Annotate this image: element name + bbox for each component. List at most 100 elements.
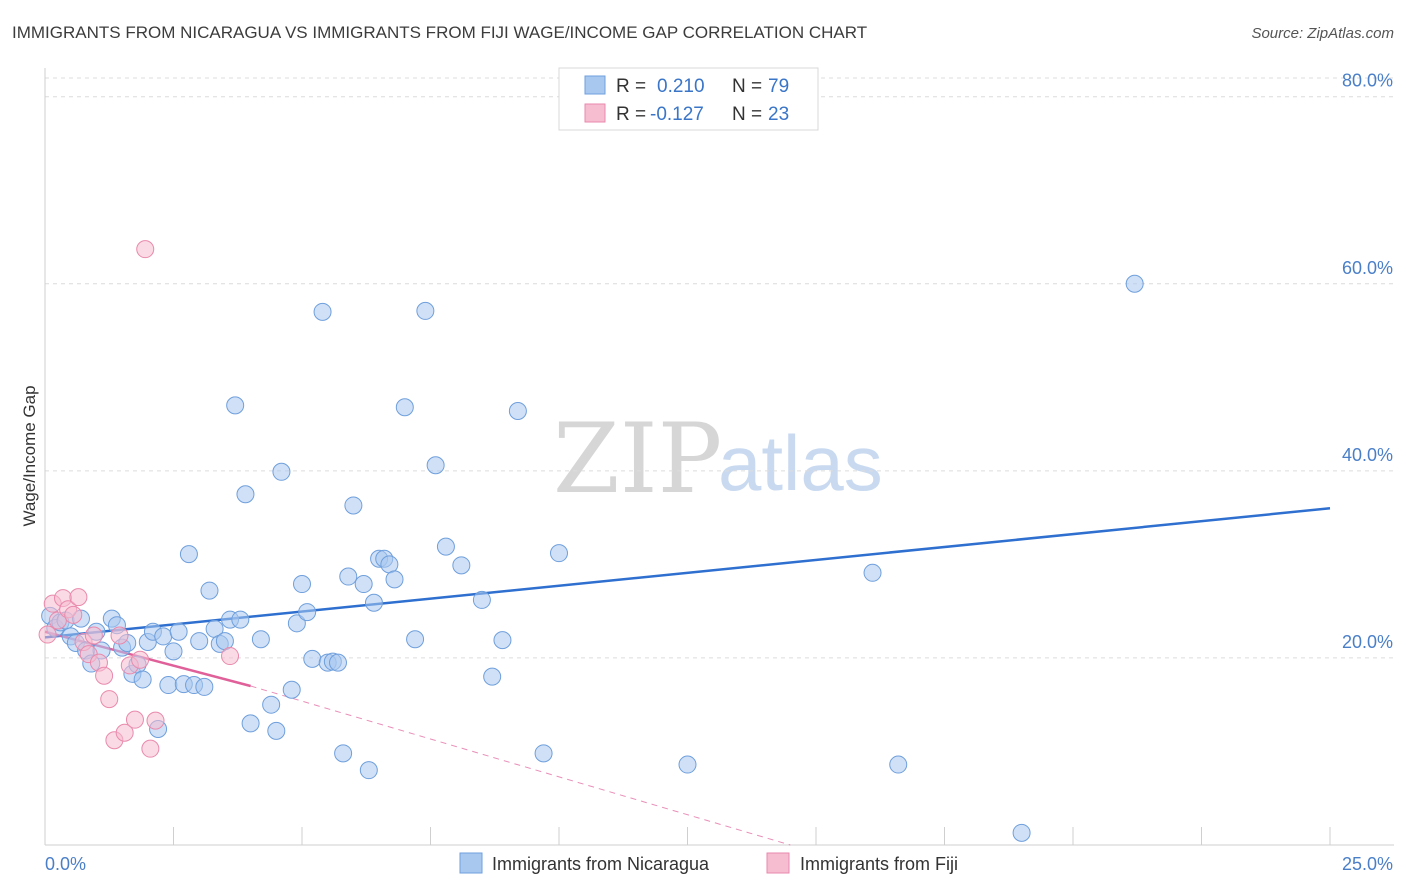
trend-lines xyxy=(44,507,1331,846)
point-nicaragua-77 xyxy=(1125,274,1144,293)
point-nicaragua-51 xyxy=(328,653,347,672)
x-tick-label-max: 25.0% xyxy=(1342,854,1393,874)
legend-n-label-nicaragua: N = xyxy=(732,76,762,97)
point-fiji-22 xyxy=(221,647,240,666)
point-fiji-17 xyxy=(125,710,144,729)
y-tick-label-40: 40.0% xyxy=(1342,445,1393,465)
point-nicaragua-56 xyxy=(359,761,378,780)
point-nicaragua-30 xyxy=(200,581,219,600)
point-nicaragua-43 xyxy=(282,680,301,699)
series-legend-label-nicaragua: Immigrants from Nicaragua xyxy=(492,854,710,874)
point-nicaragua-36 xyxy=(231,610,250,629)
series-legend-swatch-nicaragua xyxy=(459,852,483,874)
point-nicaragua-68 xyxy=(472,590,491,609)
point-nicaragua-42 xyxy=(272,462,291,481)
watermark: ZIP atlas xyxy=(553,403,883,515)
legend-n-value-nicaragua: 79 xyxy=(768,76,789,97)
point-fiji-5 xyxy=(64,605,83,624)
point-nicaragua-69 xyxy=(483,667,502,686)
legend-n-label-fiji: N = xyxy=(732,104,762,125)
point-fiji-21 xyxy=(146,711,165,730)
legend-r-label-nicaragua: R = xyxy=(616,76,646,97)
point-fiji-11 xyxy=(95,666,114,685)
point-nicaragua-75 xyxy=(889,755,908,774)
point-nicaragua-38 xyxy=(241,714,260,733)
point-fiji-9 xyxy=(84,626,103,645)
point-nicaragua-71 xyxy=(508,401,527,420)
point-nicaragua-74 xyxy=(863,563,882,582)
point-nicaragua-66 xyxy=(436,537,455,556)
trend-line-nicaragua xyxy=(44,507,1331,639)
legend: R = 0.210 N = 79 R = -0.127 N = 23 xyxy=(558,67,819,131)
point-nicaragua-45 xyxy=(293,575,311,594)
point-fiji-20 xyxy=(141,739,160,758)
point-nicaragua-57 xyxy=(364,593,383,612)
point-nicaragua-70 xyxy=(493,631,512,650)
point-nicaragua-29 xyxy=(195,677,214,696)
legend-r-value-nicaragua: 0.210 xyxy=(657,76,705,97)
series-legend: Immigrants from Nicaragua Immigrants fro… xyxy=(459,852,958,874)
series-legend-label-fiji: Immigrants from Fiji xyxy=(800,854,958,874)
legend-swatch-fiji xyxy=(584,103,606,123)
y-tick-label-20: 20.0% xyxy=(1342,632,1393,652)
point-nicaragua-41 xyxy=(267,721,286,740)
point-nicaragua-78 xyxy=(678,755,697,774)
point-fiji-18 xyxy=(131,650,150,669)
point-nicaragua-65 xyxy=(426,456,445,475)
y-tick-label-60: 60.0% xyxy=(1342,258,1393,278)
point-nicaragua-23 xyxy=(164,642,183,661)
legend-swatch-nicaragua xyxy=(584,75,606,95)
chart-source: Source: ZipAtlas.com xyxy=(1251,25,1394,42)
point-nicaragua-46 xyxy=(298,603,317,622)
point-fiji-14 xyxy=(110,626,129,645)
x-tick-label-min: 0.0% xyxy=(45,854,86,874)
point-nicaragua-64 xyxy=(416,301,435,320)
point-fiji-12 xyxy=(100,690,119,709)
point-nicaragua-39 xyxy=(251,630,270,649)
y-tick-label-80: 80.0% xyxy=(1342,71,1393,91)
series-legend-swatch-fiji xyxy=(766,852,790,874)
legend-r-value-fiji: -0.127 xyxy=(650,104,704,125)
point-nicaragua-76 xyxy=(1012,823,1031,842)
point-nicaragua-22 xyxy=(159,676,178,695)
scatter-points xyxy=(38,240,1144,842)
point-fiji-6 xyxy=(69,588,88,607)
axes xyxy=(44,68,1394,846)
point-fiji-19 xyxy=(136,240,155,259)
y-tick-labels: 20.0% 40.0% 60.0% 80.0% xyxy=(1342,71,1393,652)
chart-title: IMMIGRANTS FROM NICARAGUA VS IMMIGRANTS … xyxy=(12,23,867,42)
point-nicaragua-60 xyxy=(380,555,399,574)
point-nicaragua-17 xyxy=(133,670,152,689)
point-nicaragua-37 xyxy=(236,485,255,504)
point-nicaragua-33 xyxy=(215,632,234,651)
x-tick-labels: 0.0% 25.0% xyxy=(45,854,1393,874)
point-fiji-15 xyxy=(115,723,134,742)
point-nicaragua-62 xyxy=(395,398,414,417)
point-nicaragua-48 xyxy=(313,302,332,321)
point-nicaragua-72 xyxy=(534,744,553,763)
watermark-atlas: atlas xyxy=(718,419,883,507)
gridlines xyxy=(45,77,1394,659)
point-fiji-0 xyxy=(38,625,57,644)
point-nicaragua-28 xyxy=(190,632,209,651)
point-nicaragua-40 xyxy=(262,695,281,714)
point-nicaragua-53 xyxy=(339,567,358,586)
point-nicaragua-61 xyxy=(385,570,404,589)
point-nicaragua-24 xyxy=(169,622,188,641)
point-nicaragua-73 xyxy=(550,544,568,563)
point-nicaragua-35 xyxy=(226,396,245,415)
point-nicaragua-54 xyxy=(344,496,363,515)
legend-r-label-fiji: R = xyxy=(616,104,646,125)
watermark-zip: ZIP xyxy=(553,403,722,515)
point-nicaragua-63 xyxy=(406,630,425,649)
point-nicaragua-44 xyxy=(287,614,306,633)
y-axis-label: Wage/Income Gap xyxy=(20,385,39,526)
point-nicaragua-67 xyxy=(452,556,471,575)
point-nicaragua-55 xyxy=(354,575,373,594)
point-nicaragua-47 xyxy=(303,649,322,668)
point-nicaragua-26 xyxy=(179,545,198,564)
point-nicaragua-52 xyxy=(334,744,353,763)
point-nicaragua-21 xyxy=(154,627,173,646)
legend-n-value-fiji: 23 xyxy=(768,104,789,125)
